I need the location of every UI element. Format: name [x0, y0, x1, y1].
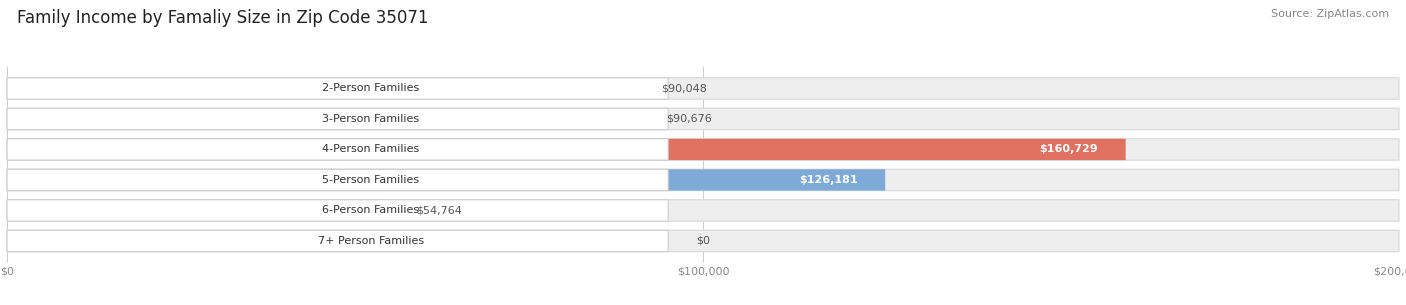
FancyBboxPatch shape	[7, 139, 1126, 160]
Text: 4-Person Families: 4-Person Families	[322, 145, 419, 154]
FancyBboxPatch shape	[7, 169, 668, 191]
Text: 6-Person Families: 6-Person Families	[322, 206, 419, 215]
Text: 5-Person Families: 5-Person Families	[322, 175, 419, 185]
FancyBboxPatch shape	[7, 200, 668, 221]
Text: 7+ Person Families: 7+ Person Families	[318, 236, 423, 246]
Text: 2-Person Families: 2-Person Families	[322, 84, 419, 93]
FancyBboxPatch shape	[7, 78, 668, 99]
FancyBboxPatch shape	[7, 169, 1399, 191]
FancyBboxPatch shape	[7, 108, 1399, 130]
FancyBboxPatch shape	[7, 78, 634, 99]
FancyBboxPatch shape	[7, 108, 668, 130]
FancyBboxPatch shape	[7, 230, 1399, 252]
Text: $160,729: $160,729	[1039, 145, 1098, 154]
FancyBboxPatch shape	[7, 108, 638, 130]
FancyBboxPatch shape	[7, 200, 388, 221]
Text: 3-Person Families: 3-Person Families	[322, 114, 419, 124]
FancyBboxPatch shape	[7, 169, 886, 191]
Text: $54,764: $54,764	[416, 206, 463, 215]
Text: $90,048: $90,048	[662, 84, 707, 93]
FancyBboxPatch shape	[7, 200, 1399, 221]
Text: $0: $0	[696, 236, 710, 246]
Text: $126,181: $126,181	[799, 175, 858, 185]
FancyBboxPatch shape	[7, 139, 1399, 160]
Text: Family Income by Famaliy Size in Zip Code 35071: Family Income by Famaliy Size in Zip Cod…	[17, 9, 429, 27]
FancyBboxPatch shape	[7, 230, 668, 252]
FancyBboxPatch shape	[7, 139, 668, 160]
FancyBboxPatch shape	[7, 78, 1399, 99]
Text: Source: ZipAtlas.com: Source: ZipAtlas.com	[1271, 9, 1389, 19]
Text: $90,676: $90,676	[666, 114, 711, 124]
